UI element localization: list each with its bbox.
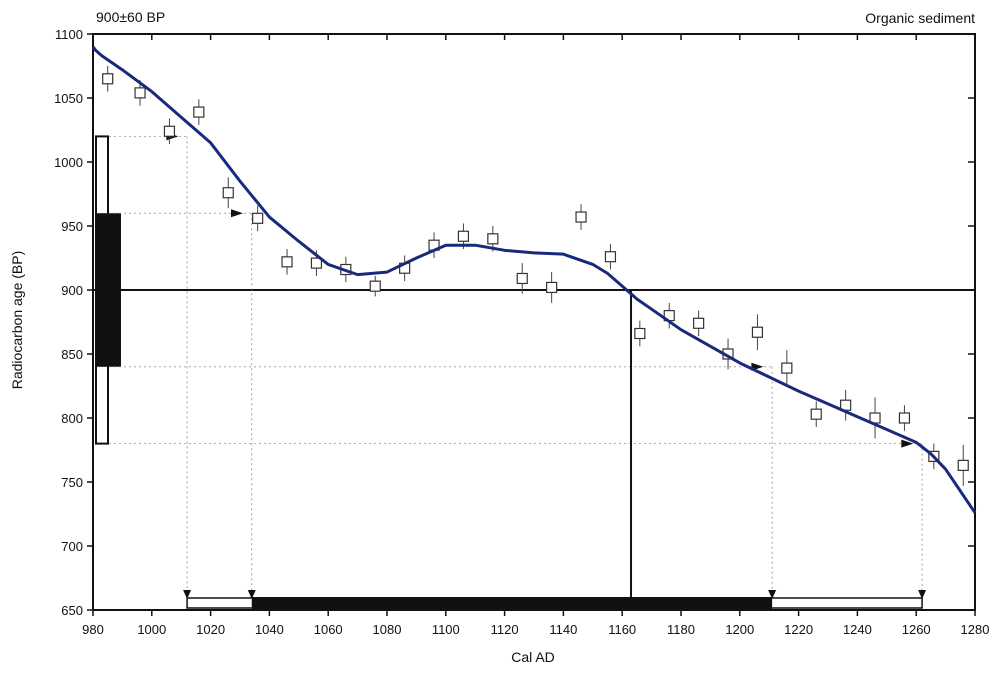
curve-intersect-arrow	[231, 209, 243, 218]
y-axis-label: Radiocarbon age (BP)	[9, 251, 25, 390]
range-arrow-down	[768, 590, 777, 599]
measurement-point	[487, 233, 499, 245]
x-tick-label: 1240	[843, 622, 872, 637]
measurement-point	[193, 106, 205, 118]
y-tick-label: 900	[61, 283, 83, 298]
measurement-point	[575, 211, 587, 223]
measurement-point	[546, 281, 558, 294]
x-tick-label: 1040	[255, 622, 284, 637]
measurement-point	[810, 408, 822, 420]
x-tick-label: 1120	[491, 622, 519, 637]
x-tick-label: 1160	[608, 622, 636, 637]
measurement-point	[102, 73, 114, 85]
y-tick-label: 850	[61, 347, 83, 362]
chart-title-right: Organic sediment	[865, 10, 975, 26]
measurement-point	[163, 125, 176, 137]
measurement-point	[516, 272, 528, 285]
measurement-point	[310, 257, 323, 269]
x-tick-label: 1180	[667, 622, 695, 637]
y-tick-label: 1100	[55, 27, 83, 42]
curve-intersect-arrow	[901, 439, 914, 448]
x-axis-label: Cal AD	[511, 649, 555, 665]
y-tick-label: 700	[61, 539, 83, 554]
measurement-point	[369, 280, 381, 292]
x-tick-label: 1100	[432, 622, 460, 637]
plot-area: 980 1000 1020 1040 1060 1080 1100 1120 1140 1160 1…	[54, 27, 989, 637]
range-arrow-down	[247, 590, 256, 599]
x-tick-label: 1080	[373, 622, 402, 637]
measurement-point	[781, 362, 793, 374]
x-tick-label: 980	[82, 622, 104, 637]
x-tick-label: 1200	[725, 622, 754, 637]
measurement-point	[281, 256, 293, 268]
y-tick-label: 800	[61, 411, 83, 426]
x-tick-label: 1220	[784, 622, 813, 637]
x-tick-label: 1280	[961, 622, 990, 637]
chart-title-left: 900±60 BP	[96, 9, 165, 25]
measurement-point	[252, 212, 264, 224]
measurement-point	[134, 87, 146, 99]
measurement-point	[604, 251, 617, 263]
x-tick-label: 1020	[196, 622, 225, 637]
y-tick-label: 1050	[54, 91, 83, 106]
y-tick-label: 650	[61, 603, 83, 618]
x-tick-label: 1060	[314, 622, 343, 637]
y-tick-label: 1000	[54, 155, 83, 170]
range-arrow-down	[183, 590, 192, 599]
range-arrow-down	[918, 590, 927, 599]
measurement-point	[634, 327, 646, 340]
measurement-point	[457, 230, 470, 242]
calibration-curve-line	[91, 45, 977, 514]
measurement-point	[898, 412, 911, 424]
x-tick-label: 1000	[137, 622, 166, 637]
y-tick-label: 950	[61, 219, 83, 234]
x-tick-label: 1140	[549, 622, 577, 637]
y-tick-label: 750	[61, 475, 83, 490]
measurement-point	[751, 326, 764, 338]
measurement-point	[957, 459, 969, 471]
calibrated-1sigma-bar	[251, 597, 773, 609]
measurement-point	[693, 317, 705, 329]
measurement-point	[222, 187, 234, 199]
x-tick-label: 1260	[902, 622, 931, 637]
plot-frame	[92, 33, 976, 611]
